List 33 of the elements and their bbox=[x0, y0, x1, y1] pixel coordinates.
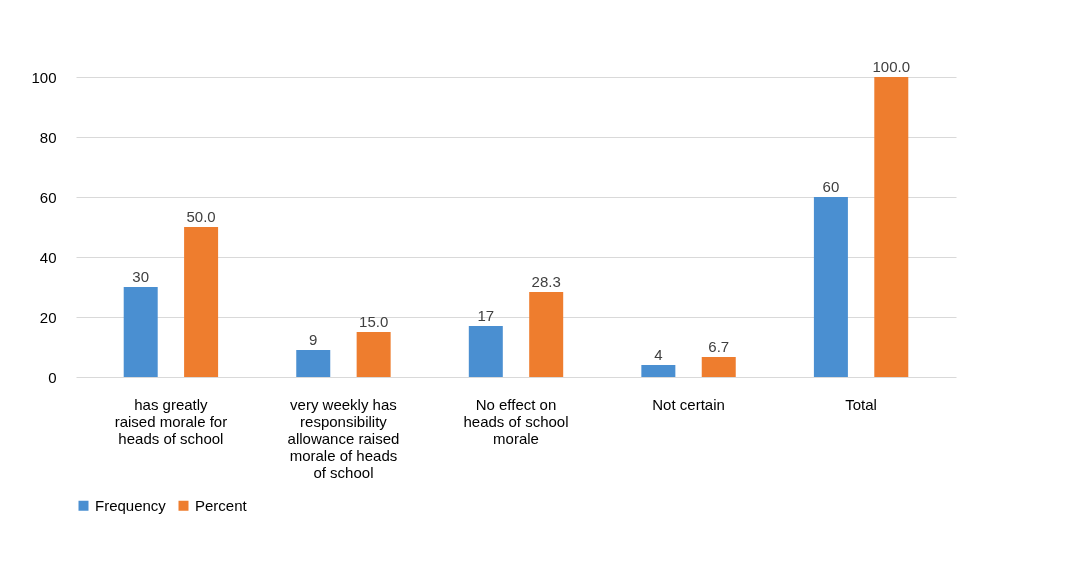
bar bbox=[468, 326, 503, 377]
bar bbox=[641, 365, 676, 377]
bar bbox=[813, 197, 848, 377]
x-tick-label: very weekly has responsibility allowance raised morale of heads of school bbox=[287, 395, 400, 481]
legend-label: Frequency bbox=[95, 496, 167, 514]
bar bbox=[123, 287, 158, 377]
data-label: 17 bbox=[477, 307, 495, 324]
bar bbox=[529, 292, 564, 377]
data-label: 28.3 bbox=[531, 273, 561, 291]
data-label: 50.0 bbox=[186, 208, 216, 225]
data-label: 30 bbox=[132, 268, 150, 285]
x-tick-label: No effect on heads of school morale bbox=[463, 395, 569, 447]
y-tick-label: 20 bbox=[39, 308, 57, 326]
data-label: 4 bbox=[654, 346, 663, 363]
y-tick-label: 40 bbox=[39, 248, 57, 266]
bar bbox=[874, 77, 909, 377]
bar bbox=[356, 332, 391, 377]
bar bbox=[296, 350, 331, 377]
x-tick-label: Not certain bbox=[652, 395, 725, 413]
x-tick-label: Total bbox=[845, 395, 877, 413]
y-tick-label: 100 bbox=[31, 68, 57, 86]
data-label: 15.0 bbox=[359, 313, 389, 330]
x-tick-label: has greatly raised morale for heads of school bbox=[114, 395, 228, 447]
data-label: 9 bbox=[309, 331, 318, 348]
data-label: 6.7 bbox=[708, 337, 730, 355]
y-tick-label: 80 bbox=[39, 128, 57, 146]
data-label: 100.0 bbox=[872, 58, 911, 75]
data-label: 60 bbox=[822, 178, 840, 195]
y-tick-label: 60 bbox=[39, 188, 57, 206]
legend-label: Percent bbox=[195, 496, 248, 514]
bar bbox=[184, 227, 219, 377]
y-tick-label: 0 bbox=[48, 368, 57, 386]
bar bbox=[701, 356, 736, 377]
